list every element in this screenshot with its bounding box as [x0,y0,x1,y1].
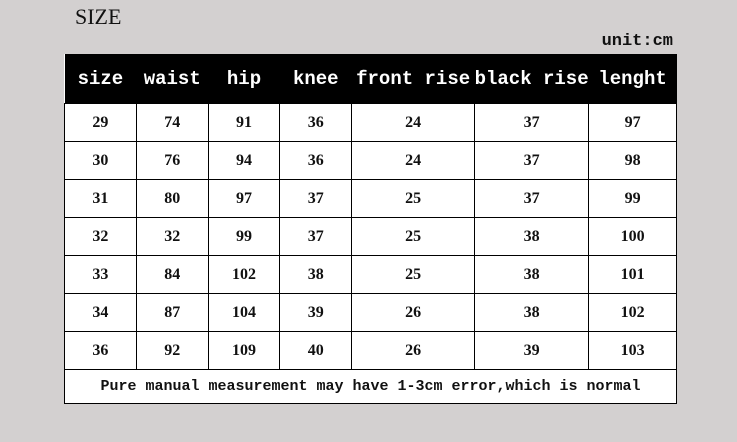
table-row: 29 74 91 36 24 37 97 [64,103,677,142]
column-header-front-rise: front rise [351,54,475,104]
table-cell: 99 [588,179,677,218]
column-header-size: size [64,54,137,104]
table-cell: 99 [207,217,281,256]
table-row: 30 76 94 36 24 37 98 [64,141,677,180]
table-cell: 37 [474,141,590,180]
table-cell: 91 [207,103,281,142]
table-cell: 76 [135,141,209,180]
table-cell: 102 [207,255,281,294]
table-row: 36 92 109 40 26 39 103 [64,331,677,370]
table-cell: 30 [64,141,137,180]
table-cell: 102 [588,293,677,332]
table-cell: 26 [351,293,476,332]
table-cell: 32 [135,217,209,256]
table-cell: 74 [135,103,209,142]
table-cell: 104 [207,293,281,332]
table-cell: 36 [64,331,137,370]
table-cell: 87 [135,293,209,332]
table-cell: 24 [351,103,476,142]
unit-label: unit:cm [601,32,673,51]
table-cell: 101 [588,255,677,294]
column-header-waist: waist [136,54,209,104]
table-cell: 37 [279,217,353,256]
table-cell: 39 [474,331,590,370]
header-row: size waist hip knee front rise black rise leng… [64,54,677,104]
measurement-note: Pure manual measurement may have 1-3cm e… [64,369,677,404]
table-cell: 36 [279,103,353,142]
table-cell: 38 [474,293,590,332]
table-cell: 37 [474,103,590,142]
table-cell: 25 [351,255,476,294]
table-cell: 40 [279,331,353,370]
table-cell: 94 [207,141,281,180]
table-cell: 97 [207,179,281,218]
table-cell: 109 [207,331,281,370]
column-header-knee: knee [279,54,352,104]
table-cell: 38 [474,217,590,256]
table-row: 33 84 102 38 25 38 101 [64,255,677,294]
table-cell: 97 [588,103,677,142]
table-cell: 36 [279,141,353,180]
table-row: 32 32 99 37 25 38 100 [64,217,677,256]
table-row: 31 80 97 37 25 37 99 [64,179,677,218]
table-cell: 34 [64,293,137,332]
table-cell: 39 [279,293,353,332]
table-cell: 29 [64,103,137,142]
table-cell: 92 [135,331,209,370]
column-header-black-rise: black rise [474,54,589,104]
page-title: SIZE [75,4,122,29]
table-cell: 26 [351,331,476,370]
column-header-hip: hip [208,54,280,104]
table-cell: 32 [64,217,137,256]
table-cell: 98 [588,141,677,180]
table-cell: 37 [474,179,590,218]
table-cell: 38 [474,255,590,294]
table-cell: 100 [588,217,677,256]
size-table: size waist hip knee front rise black rise leng… [64,54,677,404]
table-cell: 37 [279,179,353,218]
table-cell: 25 [351,217,476,256]
table-cell: 25 [351,179,476,218]
table-row: 34 87 104 39 26 38 102 [64,293,677,332]
table-cell: 80 [135,179,209,218]
table-cell: 24 [351,141,476,180]
table-cell: 31 [64,179,137,218]
table-cell: 103 [588,331,677,370]
column-header-lenght: lenght [588,54,677,104]
table-cell: 33 [64,255,137,294]
table-cell: 38 [279,255,353,294]
note-row: Pure manual measurement may have 1-3cm e… [64,369,677,404]
table-cell: 84 [135,255,209,294]
